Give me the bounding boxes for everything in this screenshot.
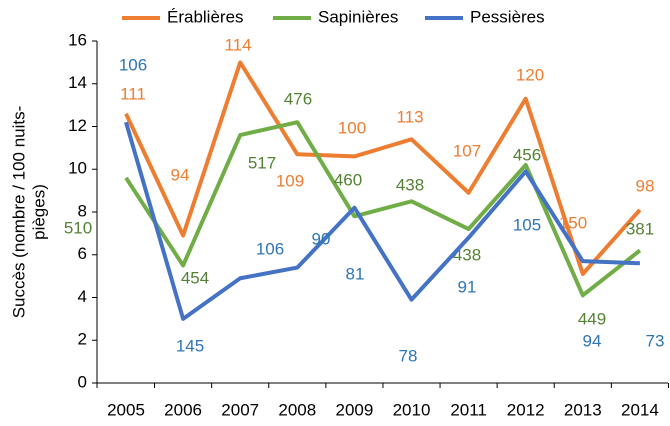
x-tick-label: 2006 xyxy=(164,400,202,419)
y-tick-label: 0 xyxy=(78,372,87,391)
point-label: 438 xyxy=(453,245,481,264)
x-tick-label: 2012 xyxy=(507,400,545,419)
y-axis-label: pièges) xyxy=(29,184,48,240)
point-label: 381 xyxy=(626,219,654,238)
y-tick-label: 8 xyxy=(78,201,87,220)
x-tick-label: 2013 xyxy=(564,400,602,419)
point-label: 456 xyxy=(513,145,541,164)
legend-label: Érablières xyxy=(167,7,244,26)
x-tick-label: 2010 xyxy=(393,400,431,419)
legend-label: Pessières xyxy=(470,7,545,26)
point-label: 476 xyxy=(284,89,312,108)
point-label: 91 xyxy=(458,277,477,296)
y-tick-label: 16 xyxy=(68,30,87,49)
point-label: 100 xyxy=(338,118,366,137)
y-tick-label: 10 xyxy=(68,159,87,178)
point-label: 517 xyxy=(248,153,276,172)
x-tick-label: 2005 xyxy=(107,400,145,419)
y-tick-label: 6 xyxy=(78,244,87,263)
point-label: 438 xyxy=(396,175,424,194)
y-tick-label: 14 xyxy=(68,73,87,92)
x-tick-label: 2008 xyxy=(278,400,316,419)
point-label: 81 xyxy=(346,264,365,283)
x-tick-label: 2007 xyxy=(221,400,259,419)
point-label: 114 xyxy=(224,35,251,54)
series-line xyxy=(124,60,642,276)
point-label: 111 xyxy=(120,84,146,103)
point-label: 90 xyxy=(312,229,331,248)
point-label: 94 xyxy=(171,165,190,184)
point-label: 449 xyxy=(578,309,606,328)
y-axis-label: Succès (nombre / 100 nuits- xyxy=(9,106,28,319)
point-label: 78 xyxy=(399,346,418,365)
y-tick-label: 4 xyxy=(78,287,87,306)
legend-label: Sapinières xyxy=(318,7,398,26)
point-label: 113 xyxy=(396,107,423,126)
y-tick-label: 12 xyxy=(68,116,87,135)
series-line xyxy=(124,121,640,321)
series-line xyxy=(124,120,642,298)
point-label: 145 xyxy=(176,336,204,355)
x-tick-label: 2014 xyxy=(621,400,659,419)
point-label: 98 xyxy=(636,176,655,195)
point-label: 150 xyxy=(559,213,587,232)
point-label: 73 xyxy=(646,331,665,350)
point-label: 454 xyxy=(181,268,209,287)
point-label: 460 xyxy=(334,170,362,189)
y-tick-label: 2 xyxy=(78,330,87,349)
point-label: 107 xyxy=(453,141,481,160)
point-label: 120 xyxy=(516,65,544,84)
point-label: 105 xyxy=(513,215,541,234)
x-tick-label: 2009 xyxy=(335,400,373,419)
x-tick-label: 2011 xyxy=(450,400,487,419)
point-label: 106 xyxy=(256,239,284,258)
point-label: 510 xyxy=(64,218,92,237)
point-label: 106 xyxy=(119,55,147,74)
point-label: 94 xyxy=(583,331,602,350)
point-label: 109 xyxy=(276,171,304,190)
